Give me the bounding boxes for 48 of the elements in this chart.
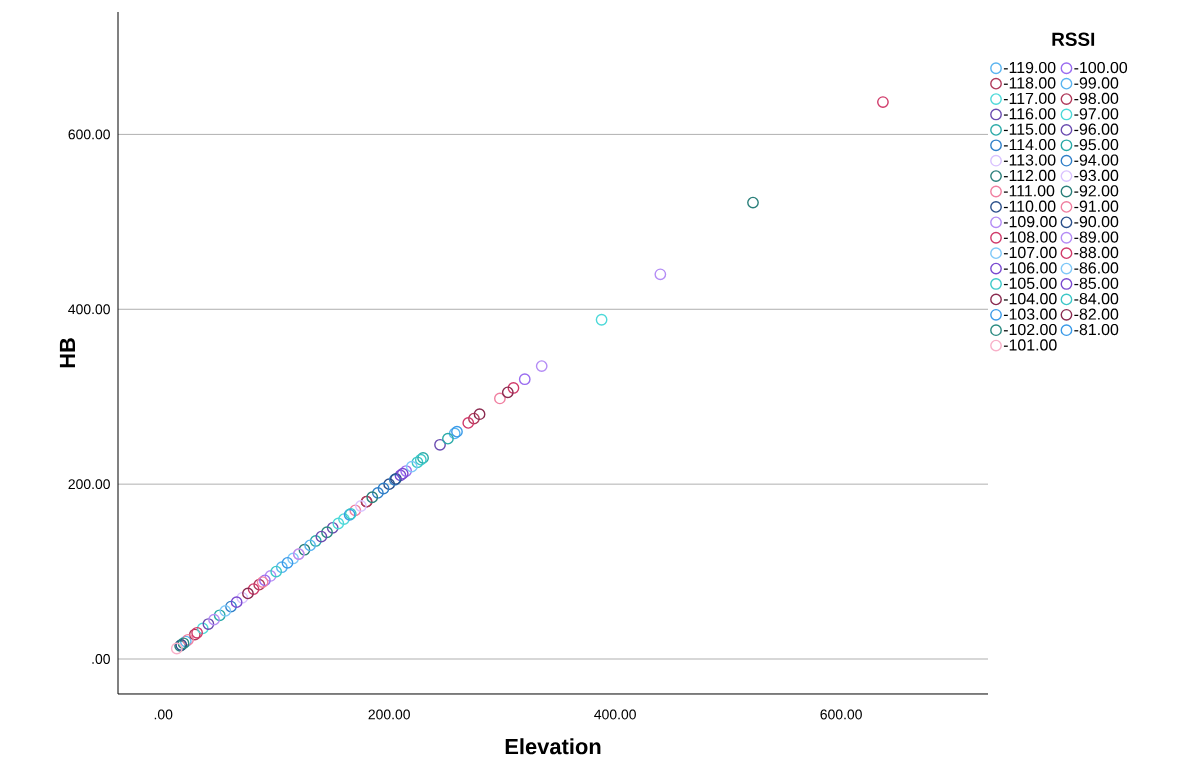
legend-label: -97.00	[1074, 108, 1119, 120]
legend-label: -113.00	[1003, 154, 1056, 166]
legend-label: -117.00	[1003, 92, 1056, 105]
legend-label: -112.00	[1003, 169, 1056, 182]
legend-title: RSSI	[1052, 32, 1095, 46]
x-axis-title: Elevation	[505, 738, 601, 755]
legend-label: -111.00	[1003, 185, 1055, 197]
x-tick-label: 600.00	[820, 709, 862, 720]
legend-label: -81.00	[1074, 323, 1119, 336]
legend-label: -118.00	[1003, 77, 1056, 89]
legend-label: -100.00	[1074, 61, 1128, 74]
y-tick-label: 200.00	[68, 479, 110, 490]
legend-label: -88.00	[1074, 246, 1119, 259]
legend-label: -96.00	[1074, 123, 1119, 135]
legend-label: -106.00	[1003, 262, 1057, 274]
legend-label: -93.00	[1074, 169, 1119, 182]
legend-label: -114.00	[1003, 138, 1056, 151]
legend-label: -116.00	[1003, 108, 1056, 120]
legend-label: -103.00	[1003, 308, 1057, 320]
legend-label: -115.00	[1003, 123, 1056, 135]
legend-label: -85.00	[1074, 277, 1119, 289]
legend-label: -94.00	[1074, 154, 1119, 166]
legend-label: -105.00	[1003, 277, 1057, 289]
legend-label: -98.00	[1074, 92, 1119, 105]
legend-label: -95.00	[1074, 138, 1119, 151]
x-tick-label: .00	[154, 709, 173, 720]
legend-label: -107.00	[1003, 246, 1057, 259]
legend-label: -104.00	[1003, 293, 1057, 305]
legend-label: -119.00	[1003, 61, 1056, 74]
legend-label: -84.00	[1074, 293, 1119, 305]
legend-label: -110.00	[1003, 200, 1056, 212]
y-tick-label: 600.00	[68, 129, 110, 140]
legend-label: -101.00	[1003, 339, 1057, 351]
legend-label: -108.00	[1003, 231, 1057, 243]
legend-label: -91.00	[1074, 200, 1119, 212]
y-tick-label: .00	[92, 654, 110, 664]
legend-label: -86.00	[1074, 262, 1119, 274]
x-tick-label: 200.00	[368, 709, 410, 720]
legend-label: -92.00	[1074, 185, 1119, 197]
legend-label: -82.00	[1074, 308, 1119, 320]
legend-label: -109.00	[1003, 216, 1057, 228]
x-tick-label: 400.00	[594, 709, 636, 720]
y-axis-title: HB	[59, 338, 75, 368]
legend-label: -102.00	[1003, 323, 1057, 336]
legend-label: -99.00	[1074, 77, 1119, 89]
legend-label: -89.00	[1074, 231, 1119, 243]
legend-label: -90.00	[1074, 216, 1119, 228]
y-tick-label: 400.00	[68, 304, 110, 315]
